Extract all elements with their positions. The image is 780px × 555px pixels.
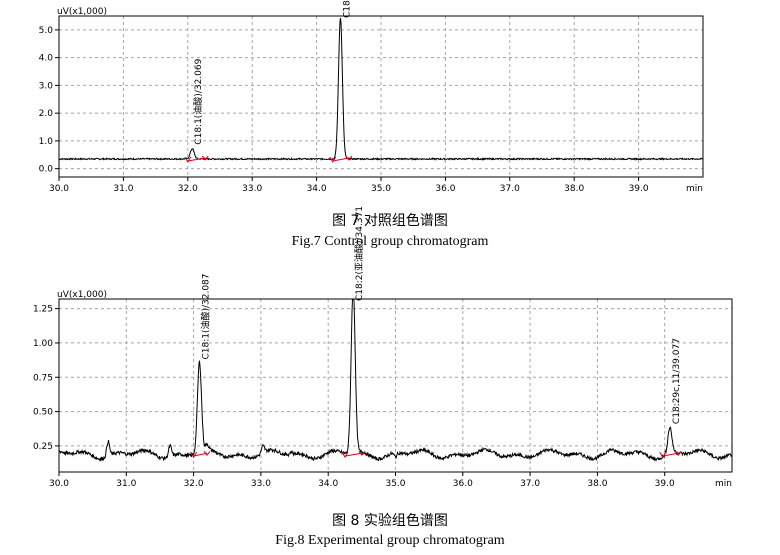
integration-end-marker bbox=[201, 155, 209, 161]
x-tick-label: 37.0 bbox=[520, 479, 540, 489]
y-axis-label: uV(x1,000) bbox=[57, 290, 107, 300]
x-tick-label: 30.0 bbox=[49, 184, 69, 194]
y-tick-label: 2.0 bbox=[39, 109, 54, 119]
x-tick-label: 32.0 bbox=[184, 479, 204, 489]
figure-8-caption-en: Fig.8 Experimental group chromatogram bbox=[275, 533, 505, 548]
y-tick-label: 1.25 bbox=[33, 305, 53, 315]
y-tick-label: 5.0 bbox=[39, 26, 54, 36]
x-tick-label: 32.0 bbox=[178, 184, 198, 194]
x-tick-label: 37.0 bbox=[500, 184, 520, 194]
y-tick-label: 0.0 bbox=[39, 165, 54, 175]
x-tick-label: 31.0 bbox=[116, 479, 136, 489]
x-unit-label: min bbox=[686, 184, 703, 194]
y-tick-label: 1.00 bbox=[33, 339, 53, 349]
y-tick-label: 1.0 bbox=[39, 137, 54, 147]
signal-trace bbox=[58, 298, 733, 462]
integration-end-marker bbox=[358, 450, 366, 456]
x-tick-label: 38.0 bbox=[564, 184, 584, 194]
integration-start-marker bbox=[184, 156, 192, 163]
x-tick-label: 34.0 bbox=[318, 479, 338, 489]
x-tick-label: 35.0 bbox=[385, 479, 405, 489]
y-axis-label: uV(x1,000) bbox=[57, 7, 107, 17]
integration-baseline bbox=[662, 452, 679, 457]
x-tick-label: 34.0 bbox=[307, 184, 327, 194]
y-tick-label: 0.25 bbox=[33, 442, 53, 452]
integration-start-marker bbox=[190, 451, 198, 459]
peak-label: C18:29c,11/39.077 bbox=[672, 338, 682, 424]
y-tick-label: 4.0 bbox=[39, 54, 54, 64]
integration-start-marker bbox=[341, 451, 349, 459]
experimental-chromatogram: C18:1(油酸)/32.087 C18:2(亚油酸)/34.371 C18:29c… bbox=[33, 206, 733, 489]
integration-baseline bbox=[193, 452, 208, 457]
x-tick-label: 39.0 bbox=[629, 184, 649, 194]
x-tick-label: 39.0 bbox=[655, 479, 675, 489]
y-tick-label: 3.0 bbox=[39, 81, 54, 91]
integration-end-marker bbox=[203, 450, 211, 456]
x-tick-label: 33.0 bbox=[242, 184, 262, 194]
x-tick-label: 36.0 bbox=[453, 479, 473, 489]
integration-baseline bbox=[187, 157, 206, 162]
x-tick-label: 30.0 bbox=[49, 479, 69, 489]
x-tick-label: 33.0 bbox=[251, 479, 271, 489]
peak-label: C18:1(油酸)/32.087 bbox=[199, 273, 211, 359]
figure-7-caption-en: Fig.7 Control group chromatogram bbox=[291, 234, 489, 249]
control-chromatogram: C18:1(油酸)/32.069 C18:2(亚油酸)/34.370 30.0 31.… bbox=[39, 0, 704, 194]
integration-baseline bbox=[332, 157, 349, 162]
peak-label: C18:1(油酸)/32.069 bbox=[192, 58, 204, 144]
integration-start-marker bbox=[659, 451, 667, 459]
x-tick-label: 36.0 bbox=[435, 184, 455, 194]
y-tick-label: 0.50 bbox=[33, 408, 53, 418]
figure-8-caption-cn: 图 8 实验组色谱图 bbox=[332, 513, 448, 529]
integration-start-marker bbox=[329, 156, 337, 163]
integration-end-marker bbox=[674, 450, 682, 456]
y-tick-label: 0.75 bbox=[33, 373, 53, 383]
x-unit-label: min bbox=[715, 479, 732, 489]
x-tick-label: 35.0 bbox=[371, 184, 391, 194]
x-tick-label: 31.0 bbox=[113, 184, 133, 194]
integration-end-marker bbox=[345, 155, 353, 161]
signal-trace bbox=[58, 17, 704, 161]
integration-baseline bbox=[344, 452, 362, 457]
x-tick-label: 38.0 bbox=[587, 479, 607, 489]
peak-label: C18:2(亚油酸)/34.370 bbox=[340, 0, 352, 18]
figure-7-caption-cn: 图 7 对照组色谱图 bbox=[332, 213, 448, 229]
peak-label: C18:2(亚油酸)/34.371 bbox=[353, 206, 365, 301]
